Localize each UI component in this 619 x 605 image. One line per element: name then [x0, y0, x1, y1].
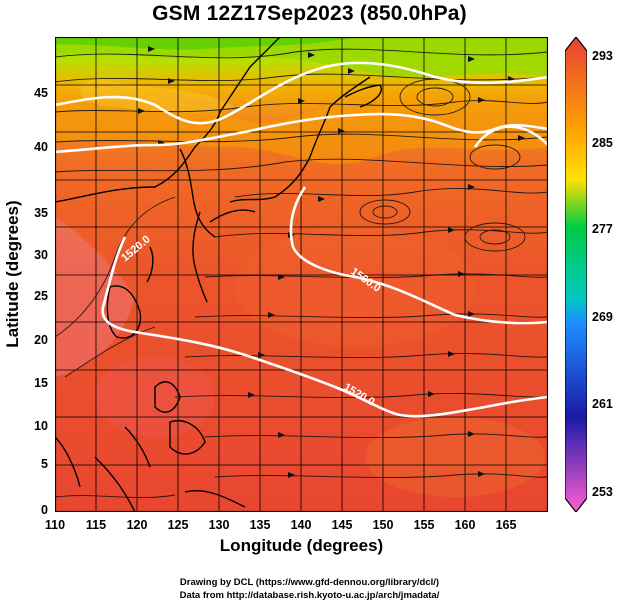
x-tick-label: 115: [85, 518, 107, 532]
chart-title: GSM 12Z17Sep2023 (850.0hPa): [152, 2, 467, 25]
x-tick-label: 160: [454, 518, 476, 532]
x-tick-label: 140: [290, 518, 312, 532]
y-tick-label: 30: [34, 248, 48, 262]
y-tick-label: 35: [34, 206, 48, 220]
x-tick-label: 145: [331, 518, 353, 532]
x-tick-label: 125: [167, 518, 189, 532]
credit-drawing: Drawing by DCL (https://www.gfd-dennou.o…: [179, 577, 440, 588]
colorbar-tick: 253: [592, 485, 613, 499]
colorbar-tick: 285: [592, 136, 613, 150]
y-tick-label: 0: [41, 503, 48, 517]
x-tick-label: 155: [413, 518, 435, 532]
y-tick-label: 40: [34, 140, 48, 154]
x-tick-label: 165: [495, 518, 517, 532]
x-tick-label: 135: [249, 518, 271, 532]
y-tick-label: 45: [34, 86, 48, 100]
colorbar-tick: 269: [592, 310, 613, 324]
temperature-map: 1520.0 1560.0 1520.0: [55, 37, 548, 512]
y-tick-label: 20: [34, 333, 48, 347]
x-tick-label: 120: [126, 518, 148, 532]
x-tick-label: 130: [208, 518, 230, 532]
y-tick-label: 25: [34, 289, 48, 303]
colorbar-tick: 261: [592, 397, 613, 411]
x-tick-label: 150: [372, 518, 394, 532]
x-axis-label: Longitude (degrees): [219, 536, 384, 555]
x-tick-label: 110: [44, 518, 66, 532]
colorbar-tick: 277: [592, 222, 613, 236]
colorbar: [565, 37, 587, 512]
colorbar-tick: 293: [592, 49, 613, 63]
credit-data: Data from http://database.rish.kyoto-u.a…: [179, 590, 440, 601]
y-tick-label: 5: [41, 457, 48, 471]
y-tick-label: 10: [34, 419, 48, 433]
y-axis-label-text: Latitude (degrees): [3, 200, 22, 348]
y-tick-label: 15: [34, 376, 48, 390]
